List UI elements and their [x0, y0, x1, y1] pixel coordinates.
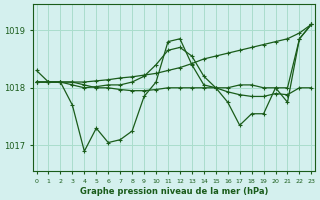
X-axis label: Graphe pression niveau de la mer (hPa): Graphe pression niveau de la mer (hPa) — [80, 187, 268, 196]
